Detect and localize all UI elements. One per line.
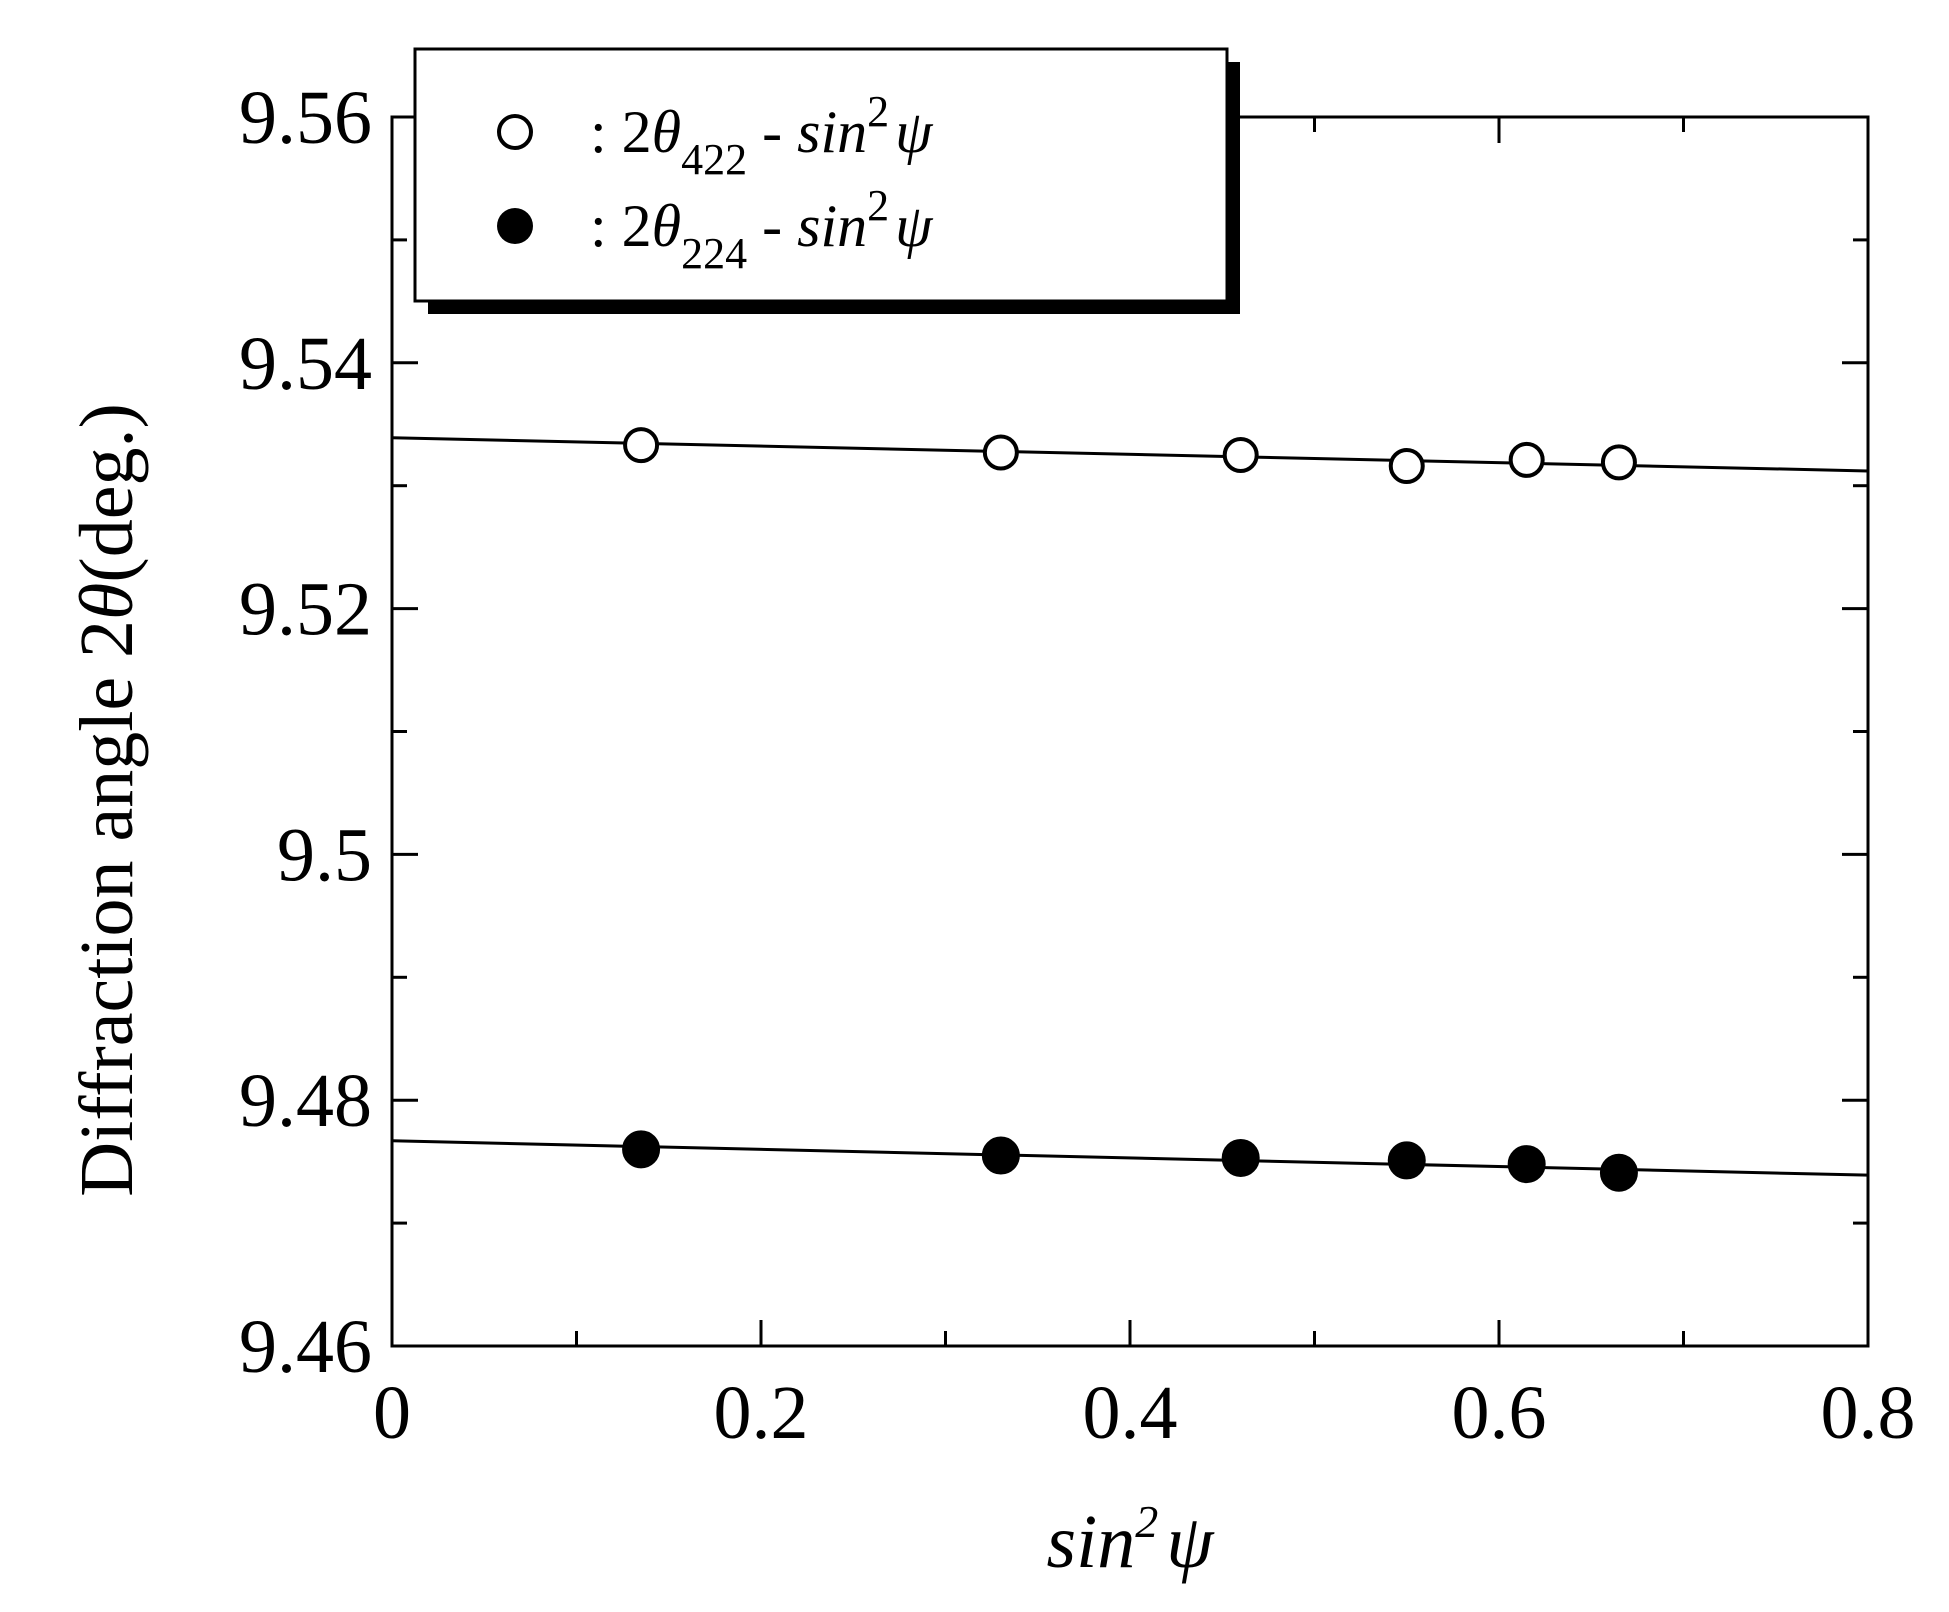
- x-tick-label: 0.4: [1083, 1371, 1178, 1455]
- legend-entry-224-sub: 224: [681, 229, 747, 278]
- legend-entry-422-dash: - sin: [747, 99, 867, 165]
- data-point-filled-circle: [981, 1136, 1020, 1175]
- y-axis-title: Diffraction angle 2θ(deg.): [65, 403, 149, 1197]
- x-axis-title-base: sin: [1047, 1500, 1136, 1584]
- data-point-open-circle: [1508, 441, 1545, 478]
- legend-entry-422-theta: θ: [652, 99, 681, 165]
- legend-entry-224-dash: - sin: [747, 193, 867, 259]
- fit-lines: [391, 436, 1869, 1177]
- tick-labels: 0 0.2 0.4 0.6 0.8 9.46 9.48 9.5 9.52 9.54 9.56: [239, 76, 1916, 1455]
- legend-entry-224: : 2θ224 - sin2 ψ: [590, 181, 934, 278]
- legend-entry-422: : 2θ422 - sin2 ψ: [590, 87, 934, 184]
- legend-entry-224-psi: ψ: [895, 193, 934, 259]
- y-tick-label: 9.46: [239, 1305, 372, 1389]
- x-tick-label: 0: [373, 1371, 411, 1455]
- data-point-filled-circle: [1221, 1138, 1260, 1177]
- y-axis-title-suffix: (deg.): [65, 403, 149, 582]
- x-tick-label: 0.2: [714, 1371, 809, 1455]
- legend-box: [413, 47, 1229, 303]
- x-axis-title: sin2 ψ: [1047, 1496, 1216, 1584]
- legend-entry-422-sub: 422: [681, 135, 747, 184]
- y-tick-label: 9.48: [239, 1059, 372, 1143]
- data-point-filled-circle: [1387, 1141, 1426, 1180]
- y-tick-label: 9.52: [239, 568, 372, 652]
- y-tick-label: 9.56: [239, 76, 372, 160]
- fit-line-series-0: [391, 436, 1869, 473]
- legend-entry-224-sup: 2: [867, 181, 889, 230]
- y-axis-title-prefix: Diffraction angle 2: [65, 620, 149, 1197]
- data-point-filled-circle: [622, 1130, 661, 1169]
- x-tick-label: 0.6: [1452, 1371, 1547, 1455]
- data-point-filled-circle: [1507, 1145, 1546, 1184]
- data-point-open-circle: [1222, 436, 1259, 473]
- data-point-open-circle: [1600, 444, 1637, 481]
- data-points: [622, 427, 1638, 1192]
- legend-marker-open-circle: [497, 114, 533, 150]
- x-tick-label: 0.8: [1821, 1371, 1916, 1455]
- data-point-open-circle: [1388, 448, 1425, 485]
- legend-entry-224-theta: θ: [652, 193, 681, 259]
- legend-marker-filled-circle: [497, 208, 533, 244]
- legend-entry-422-prefix: : 2: [590, 99, 652, 165]
- y-tick-label: 9.54: [239, 322, 372, 406]
- legend-entry-422-psi: ψ: [895, 99, 934, 165]
- data-point-open-circle: [623, 427, 660, 464]
- data-point-open-circle: [982, 434, 1019, 471]
- legend: : 2θ422 - sin2 ψ : 2θ224 - sin2 ψ: [413, 47, 1240, 314]
- legend-entry-224-prefix: : 2: [590, 193, 652, 259]
- x-axis-title-sup: 2: [1135, 1496, 1158, 1547]
- data-point-filled-circle: [1599, 1153, 1638, 1192]
- legend-entry-422-sup: 2: [867, 87, 889, 136]
- fit-line-series-1: [391, 1139, 1869, 1177]
- x-axis-title-symbol: ψ: [1166, 1500, 1215, 1584]
- y-tick-label: 9.5: [277, 813, 372, 897]
- y-axis-title-symbol: θ: [65, 583, 149, 620]
